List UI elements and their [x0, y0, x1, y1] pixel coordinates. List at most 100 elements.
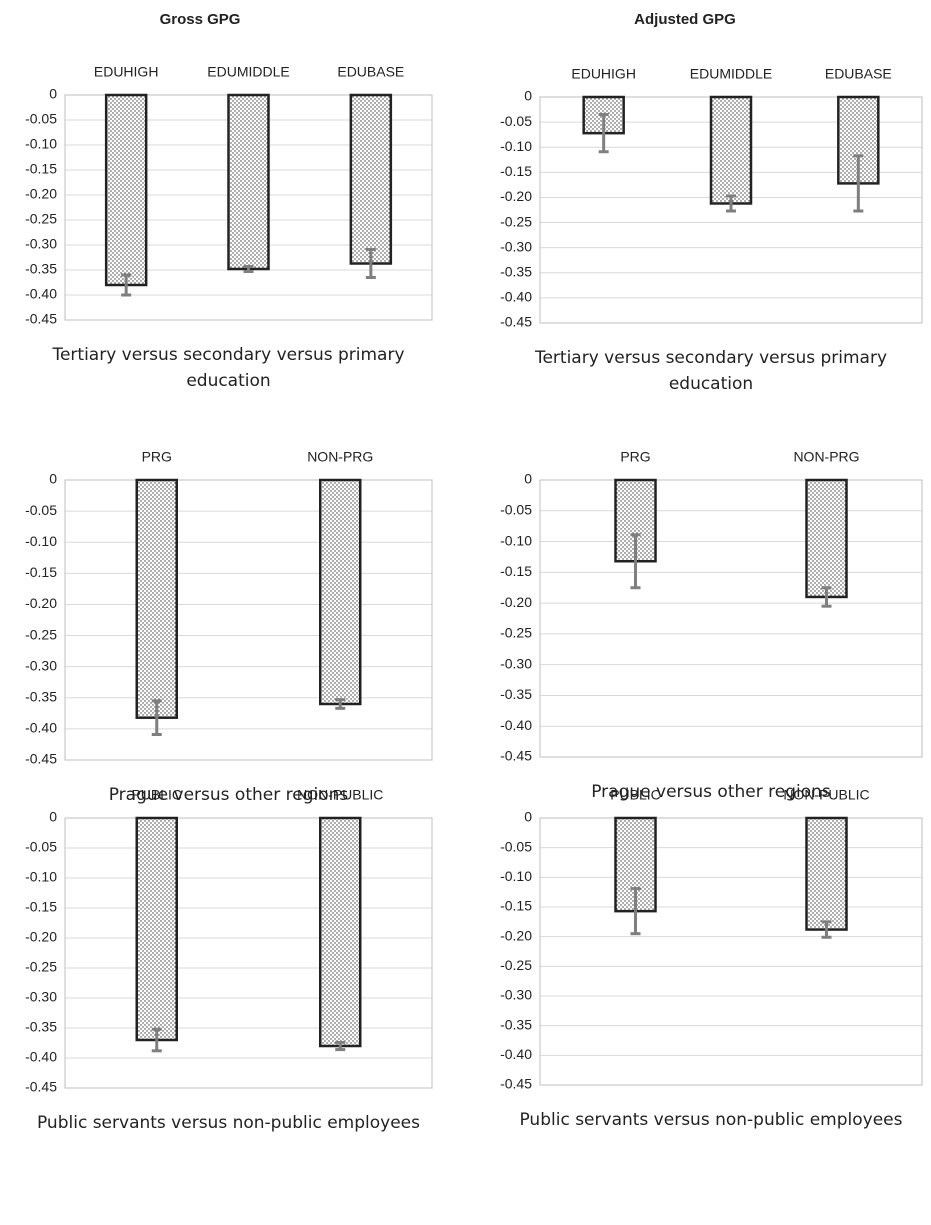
y-tick-label: -0.35	[500, 686, 532, 702]
error-bar	[630, 887, 641, 936]
y-tick-label: -0.20	[25, 595, 57, 611]
error-bar	[151, 699, 162, 736]
y-tick-label: -0.25	[500, 625, 532, 641]
y-tick-label: -0.15	[25, 899, 57, 915]
category-label: PUBLIC	[131, 787, 182, 803]
x-axis-label: Prague versus other regions	[591, 782, 831, 802]
error-bar	[335, 698, 346, 710]
y-tick-label: -0.40	[25, 1049, 57, 1065]
y-tick-label: 0	[49, 86, 57, 102]
y-tick-label: -0.15	[25, 161, 57, 177]
y-tick-label: -0.45	[25, 1079, 57, 1095]
y-tick-label: 0	[524, 471, 532, 487]
y-tick-label: -0.40	[500, 289, 532, 305]
y-tick-label: -0.15	[500, 563, 532, 579]
error-bar	[121, 273, 132, 297]
column-title: Gross GPG	[160, 11, 241, 28]
y-tick-label: -0.05	[25, 111, 57, 127]
y-tick-label: -0.45	[500, 314, 532, 330]
x-axis-label: Prague versus other regions	[108, 785, 349, 805]
bar	[227, 93, 270, 271]
bar	[319, 816, 362, 1048]
y-tick-label: -0.30	[25, 989, 57, 1005]
category-label: EDUHIGH	[94, 64, 159, 80]
y-tick-label: -0.10	[25, 136, 57, 152]
bar	[104, 93, 148, 287]
y-tick-label: -0.35	[500, 1016, 532, 1032]
y-tick-label: -0.25	[500, 957, 532, 973]
x-axis-label: Tertiary versus secondary versus primary…	[534, 348, 888, 394]
category-label: PRG	[142, 449, 172, 465]
error-bar	[726, 194, 736, 213]
y-tick-label: -0.15	[25, 564, 57, 580]
y-tick-label: -0.35	[25, 1019, 57, 1035]
y-tick-label: -0.25	[25, 959, 57, 975]
category-label: PRG	[620, 449, 650, 465]
y-tick-label: 0	[524, 88, 532, 104]
y-tick-label: -0.20	[500, 594, 532, 610]
error-bar	[151, 1027, 162, 1053]
x-axis-label: Public servants versus non-public employ…	[36, 1113, 420, 1133]
y-tick-label: -0.05	[500, 838, 532, 854]
y-tick-label: -0.45	[500, 748, 532, 764]
y-tick-label: 0	[524, 809, 532, 825]
error-bar	[335, 1040, 346, 1052]
y-tick-label: -0.30	[500, 655, 532, 671]
y-tick-label: -0.40	[25, 286, 57, 302]
category-label: NON-PRG	[307, 449, 373, 465]
plot-frame	[64, 817, 433, 1089]
y-tick-label: -0.15	[500, 163, 532, 179]
y-tick-label: -0.10	[500, 138, 532, 154]
category-label: EDUBASE	[825, 66, 892, 82]
error-bar	[853, 154, 864, 213]
y-tick-label: -0.30	[500, 987, 532, 1003]
y-tick-label: 0	[49, 809, 57, 825]
bar	[709, 95, 753, 205]
y-tick-label: -0.25	[25, 626, 57, 642]
error-bar	[821, 920, 832, 939]
x-axis-label: Public servants versus non-public employ…	[519, 1110, 903, 1130]
category-label: NON-PUBLIC	[297, 787, 383, 803]
y-tick-label: -0.40	[500, 717, 532, 733]
error-bar	[630, 533, 641, 590]
y-tick-label: -0.40	[500, 1046, 532, 1062]
error-bar	[821, 586, 832, 608]
y-tick-label: -0.05	[25, 502, 57, 518]
y-tick-label: -0.35	[25, 688, 57, 704]
y-tick-label: -0.05	[500, 501, 532, 517]
bar	[805, 478, 848, 599]
y-tick-label: -0.45	[25, 751, 57, 767]
y-tick-label: -0.15	[500, 898, 532, 914]
y-tick-label: 0	[49, 471, 57, 487]
y-tick-label: -0.30	[25, 236, 57, 252]
x-axis-label: Tertiary versus secondary versus primary…	[52, 345, 405, 391]
y-tick-label: -0.20	[25, 929, 57, 945]
error-bar	[365, 248, 376, 279]
bar	[135, 478, 178, 719]
error-bar	[598, 113, 609, 154]
y-tick-label: -0.45	[25, 311, 57, 327]
y-tick-label: -0.30	[25, 657, 57, 673]
y-tick-label: -0.30	[500, 238, 532, 254]
y-tick-label: -0.10	[25, 869, 57, 885]
y-tick-label: -0.05	[25, 839, 57, 855]
column-title: Adjusted GPG	[634, 11, 736, 28]
plot-frame	[539, 817, 923, 1086]
y-tick-label: -0.10	[500, 532, 532, 548]
plot-frame	[539, 479, 923, 758]
y-tick-label: -0.25	[25, 211, 57, 227]
category-label: NON-PRG	[793, 449, 859, 465]
y-tick-label: -0.20	[500, 927, 532, 943]
category-label: PUBLIC	[610, 787, 661, 803]
category-label: EDUMIDDLE	[207, 64, 289, 80]
y-tick-label: -0.40	[25, 720, 57, 736]
y-tick-label: -0.35	[500, 263, 532, 279]
y-tick-label: -0.20	[25, 186, 57, 202]
bar	[135, 816, 178, 1042]
category-label: EDUHIGH	[571, 66, 636, 82]
category-label: EDUMIDDLE	[690, 66, 772, 82]
y-tick-label: -0.10	[25, 533, 57, 549]
plot-frame	[64, 479, 433, 761]
bar	[319, 478, 362, 706]
